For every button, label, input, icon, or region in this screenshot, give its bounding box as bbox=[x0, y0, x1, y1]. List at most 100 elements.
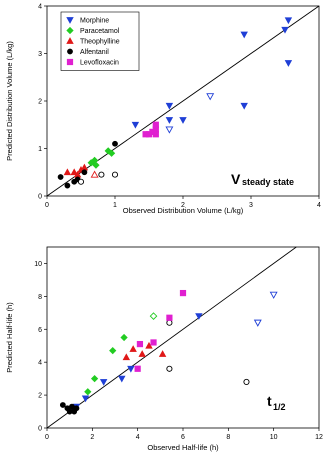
data-point bbox=[90, 375, 99, 383]
x-tick-label: 2 bbox=[90, 434, 94, 441]
x-tick-label: 4 bbox=[317, 202, 321, 209]
data-point bbox=[57, 174, 64, 180]
data-point bbox=[165, 102, 174, 110]
plot-frame bbox=[46, 246, 320, 429]
y-tick-label: 4 bbox=[38, 4, 42, 11]
x-tick-label: 0 bbox=[45, 434, 49, 441]
x-tick-label: 3 bbox=[249, 202, 253, 209]
data-point bbox=[281, 26, 289, 34]
series-alfentanil bbox=[59, 319, 250, 415]
data-point bbox=[64, 182, 71, 189]
data-point bbox=[165, 126, 174, 134]
series-levofloxacin bbox=[134, 289, 187, 372]
legend-marker bbox=[66, 17, 74, 24]
data-point bbox=[179, 117, 187, 124]
data-point bbox=[240, 31, 248, 39]
data-point bbox=[131, 121, 140, 129]
legend-box bbox=[60, 11, 140, 71]
data-point bbox=[284, 17, 293, 25]
data-point bbox=[111, 171, 119, 178]
legend-marker bbox=[66, 37, 74, 44]
identity-line bbox=[46, 246, 297, 429]
x-tick-label: 4 bbox=[136, 434, 140, 441]
x-tick-label: 6 bbox=[181, 434, 185, 441]
data-point bbox=[104, 147, 112, 155]
data-point bbox=[81, 395, 90, 403]
annotation-subscript: steady state bbox=[242, 177, 294, 187]
legend-marker bbox=[66, 26, 74, 35]
series-morphine bbox=[70, 291, 278, 414]
data-point bbox=[136, 340, 144, 348]
data-point bbox=[166, 314, 173, 321]
series-levofloxacin bbox=[142, 121, 159, 138]
data-point bbox=[138, 350, 146, 357]
data-point bbox=[158, 350, 167, 357]
x-axis-title: Observed Distribution Volume (L/kg) bbox=[123, 206, 244, 215]
data-point bbox=[92, 161, 100, 169]
y-tick-label: 1 bbox=[38, 146, 42, 153]
data-point bbox=[253, 319, 262, 327]
data-point bbox=[73, 405, 80, 412]
legend-label: Morphine bbox=[80, 18, 109, 25]
data-point bbox=[150, 339, 157, 346]
y-tick-label: 10 bbox=[34, 261, 42, 268]
data-point bbox=[99, 379, 108, 386]
data-point bbox=[166, 319, 173, 326]
legend-marker bbox=[67, 48, 73, 55]
x-tick-label: 8 bbox=[226, 434, 230, 441]
annotation-subscript: 1/2 bbox=[273, 402, 286, 412]
data-point bbox=[122, 353, 131, 361]
data-point bbox=[152, 121, 159, 128]
annotation-label: t bbox=[267, 393, 272, 409]
data-point bbox=[81, 169, 88, 176]
data-point bbox=[70, 168, 78, 176]
y-tick-label: 3 bbox=[38, 51, 42, 58]
legend-label: Theophylline bbox=[80, 39, 120, 46]
annotation-label: V bbox=[231, 171, 241, 187]
data-point bbox=[134, 365, 141, 372]
x-tick-label: 0 bbox=[45, 202, 49, 209]
series-morphine bbox=[131, 17, 293, 134]
data-point bbox=[120, 333, 128, 342]
data-point bbox=[77, 178, 85, 185]
data-point bbox=[84, 388, 92, 396]
series-alfentanil bbox=[57, 140, 119, 189]
x-tick-label: 12 bbox=[315, 434, 323, 441]
data-point bbox=[195, 313, 203, 320]
data-point bbox=[109, 347, 117, 355]
data-point bbox=[129, 345, 137, 352]
data-point bbox=[107, 149, 116, 157]
data-point bbox=[240, 102, 248, 110]
y-axis-title: Predicted Half-life (h) bbox=[5, 302, 14, 373]
chart-panel-2: 0 2 4 6 8 10 12 0 2 4 6 8 10 Observed Half-life (h) Pr… bbox=[5, 246, 323, 452]
data-point bbox=[166, 365, 173, 372]
series-theophylline bbox=[122, 341, 167, 361]
x-tick-label: 2 bbox=[181, 202, 185, 209]
y-tick-label: 4 bbox=[38, 360, 42, 367]
legend-label: Levofloxacin bbox=[80, 60, 119, 67]
legend: Morphine Paracetamol Theophylline Alfentani… bbox=[60, 11, 140, 71]
data-point bbox=[165, 117, 174, 124]
data-point bbox=[98, 171, 105, 178]
data-point bbox=[243, 378, 250, 385]
legend-label: Paracetamol bbox=[80, 28, 120, 35]
x-tick-label: 1 bbox=[113, 202, 117, 209]
series-paracetamol bbox=[87, 147, 116, 169]
data-point bbox=[63, 168, 72, 176]
data-point bbox=[59, 402, 66, 408]
data-point bbox=[179, 289, 187, 297]
series-paracetamol bbox=[84, 312, 158, 396]
x-tick-label: 10 bbox=[270, 434, 278, 441]
data-point bbox=[118, 375, 126, 383]
data-point bbox=[90, 170, 99, 178]
y-tick-label: 0 bbox=[38, 194, 42, 201]
y-axis-title: Predicted Distribution Volume (L/kg) bbox=[5, 41, 14, 161]
data-point bbox=[127, 365, 135, 373]
data-point bbox=[112, 140, 118, 147]
data-point bbox=[269, 291, 278, 299]
series-theophylline bbox=[63, 163, 99, 178]
y-tick-label: 8 bbox=[38, 294, 42, 301]
data-point bbox=[284, 60, 293, 67]
y-tick-label: 0 bbox=[38, 426, 42, 433]
